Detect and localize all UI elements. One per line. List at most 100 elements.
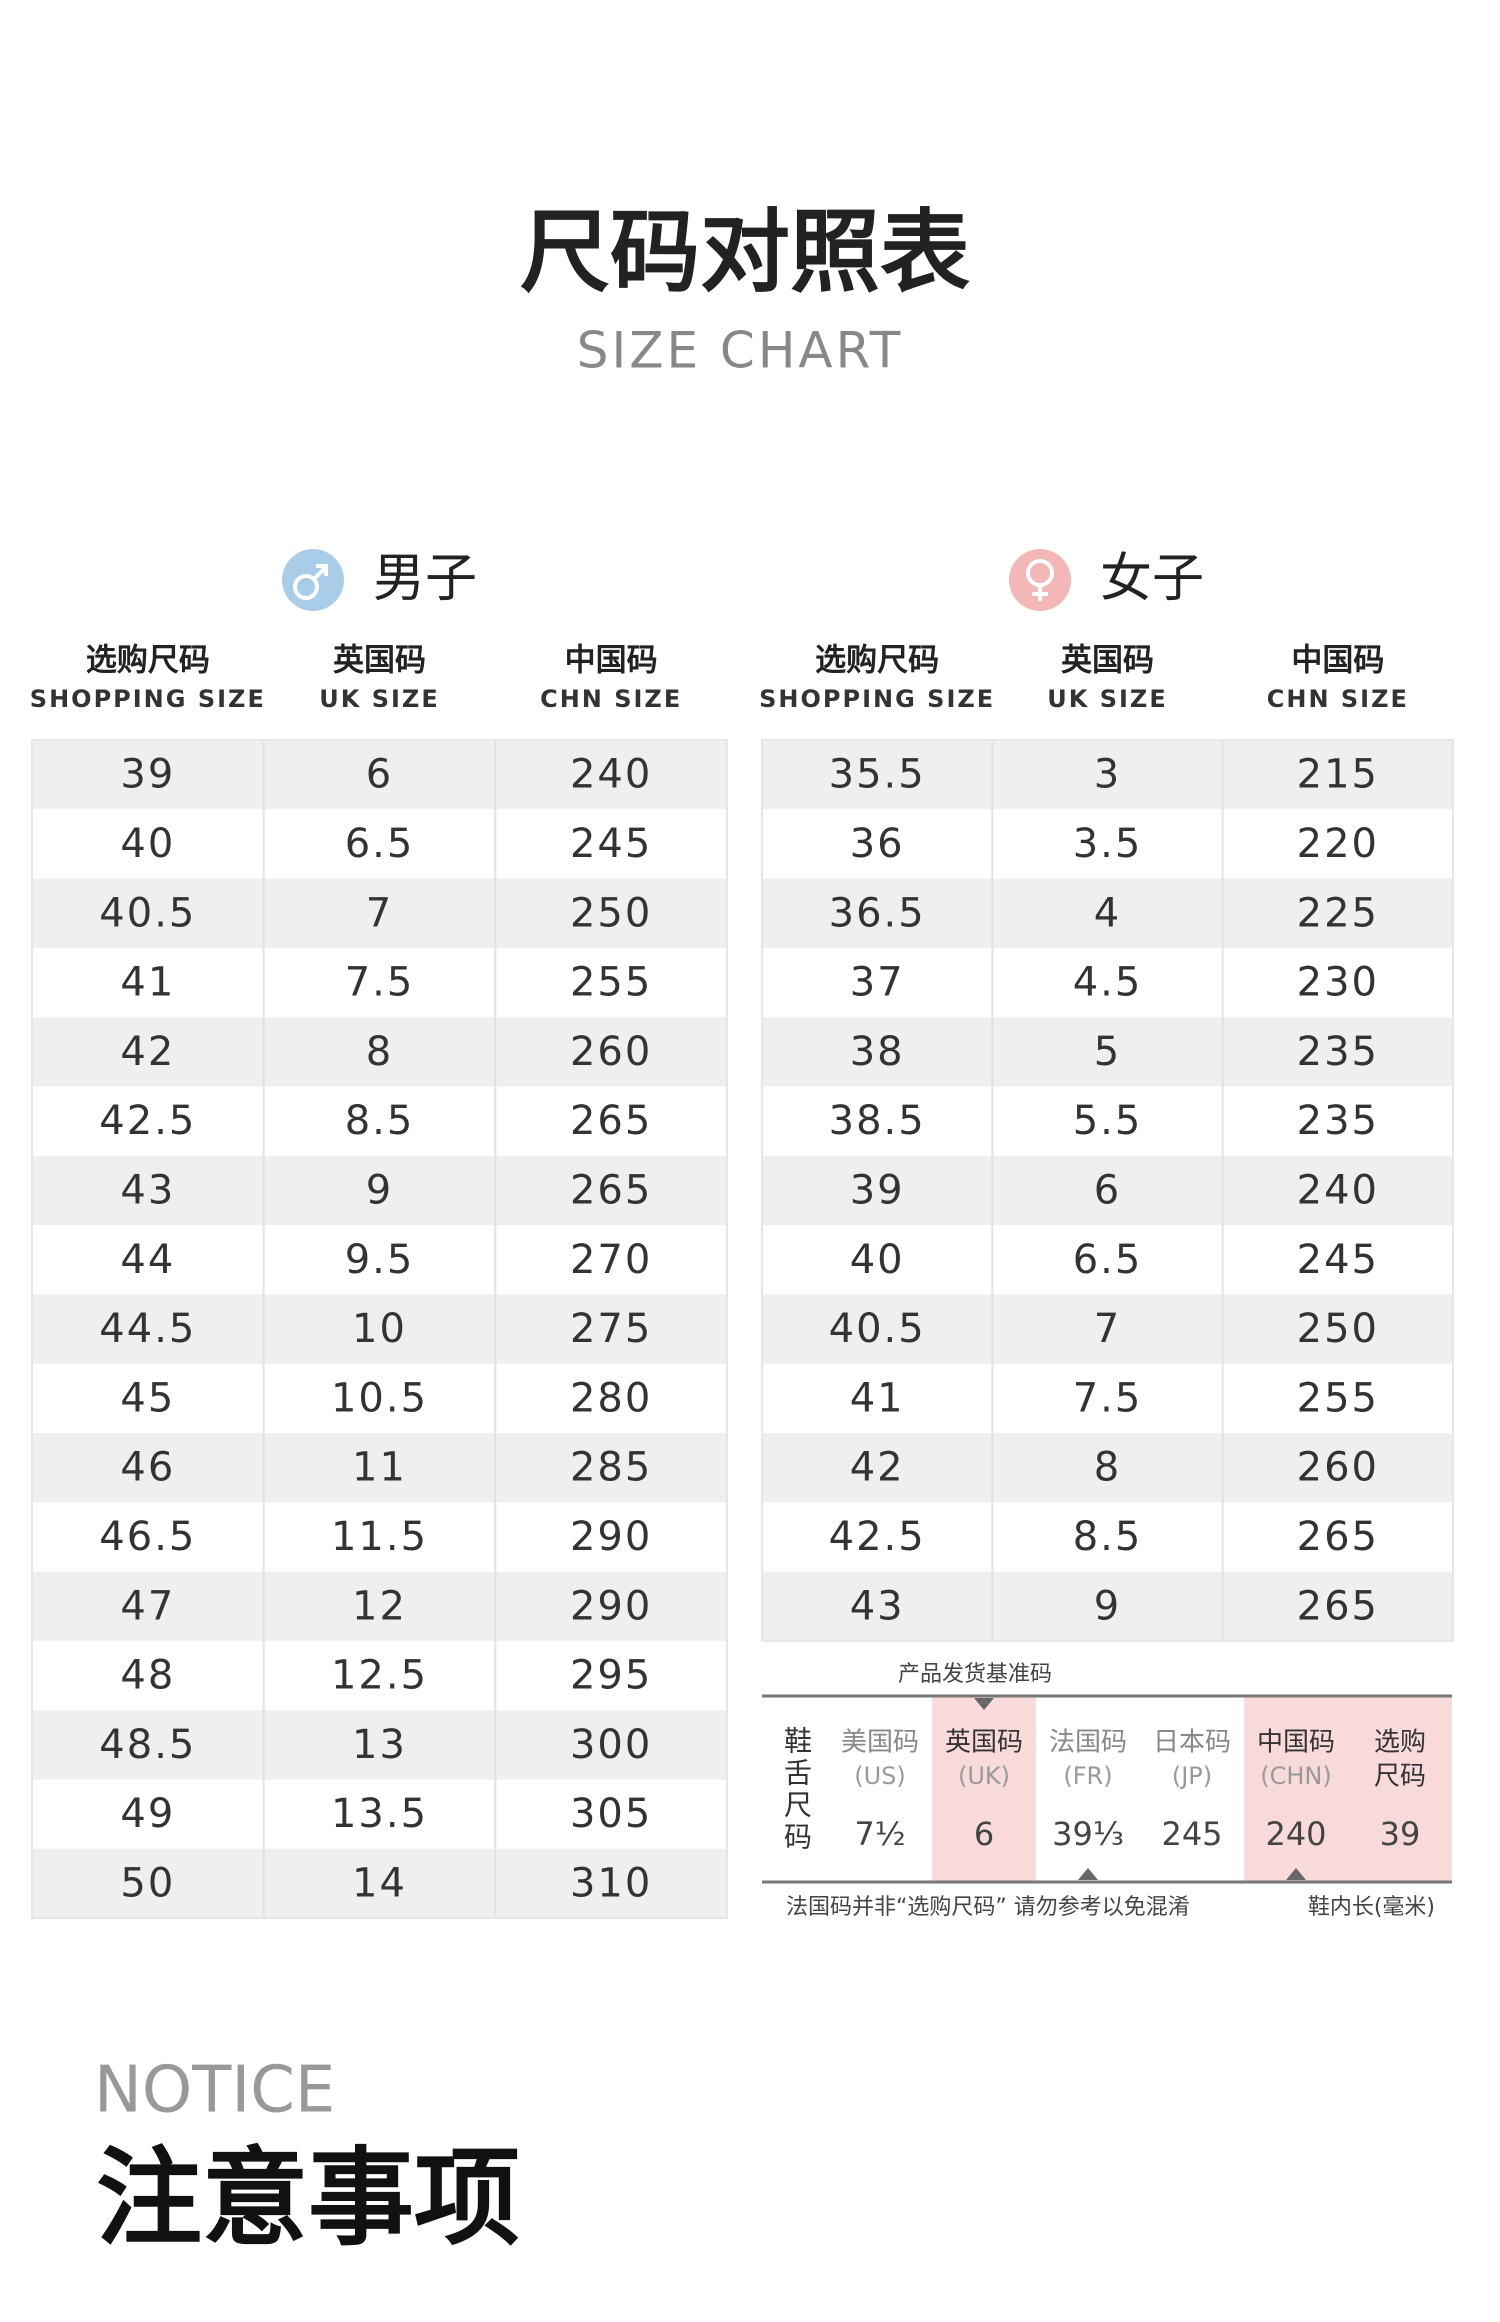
table-row bbox=[32, 1848, 727, 1919]
table-cell: 235 bbox=[1297, 1029, 1379, 1075]
table-cell: 235 bbox=[1297, 1098, 1379, 1144]
table-cell: 6.5 bbox=[1073, 1237, 1143, 1283]
table-cell: 220 bbox=[1297, 821, 1379, 867]
column-header-cn: 中国码 bbox=[565, 643, 658, 679]
table-cell: 8 bbox=[1094, 1445, 1121, 1491]
table-cell: 240 bbox=[570, 752, 652, 798]
ref-header-cn: 中国码 bbox=[1257, 1728, 1335, 1758]
table-cell: 250 bbox=[1297, 1306, 1379, 1352]
women-label: 女子 bbox=[1100, 549, 1204, 609]
table-row bbox=[32, 878, 727, 948]
column-header-en: CHN SIZE bbox=[1267, 685, 1409, 713]
table-row bbox=[762, 1502, 1453, 1572]
table-cell: 7.5 bbox=[345, 960, 415, 1006]
table-row bbox=[762, 1225, 1453, 1295]
table-row bbox=[762, 1155, 1453, 1226]
table-cell: 38.5 bbox=[829, 1098, 926, 1144]
table-row bbox=[762, 1017, 1453, 1087]
table-row bbox=[32, 1640, 727, 1711]
table-cell: 240 bbox=[1297, 1167, 1379, 1213]
table-cell: 36.5 bbox=[829, 890, 926, 936]
table-cell: 225 bbox=[1297, 890, 1379, 936]
table-cell: 6.5 bbox=[345, 821, 415, 867]
table-cell: 41 bbox=[850, 1375, 905, 1421]
table-cell: 280 bbox=[570, 1375, 652, 1421]
table-row bbox=[762, 947, 1453, 1018]
table-cell: 3.5 bbox=[1073, 821, 1143, 867]
table-cell: 255 bbox=[570, 960, 652, 1006]
table-cell: 310 bbox=[570, 1860, 652, 1906]
ref-header-en: (JP) bbox=[1172, 1762, 1212, 1790]
table-row bbox=[32, 1017, 727, 1087]
table-cell: 245 bbox=[1297, 1237, 1379, 1283]
table-cell: 44.5 bbox=[99, 1306, 196, 1352]
men-label: 男子 bbox=[373, 549, 477, 609]
table-cell: 36 bbox=[850, 821, 905, 867]
table-cell: 11 bbox=[352, 1445, 407, 1491]
table-cell: 50 bbox=[120, 1860, 175, 1906]
table-cell: 44 bbox=[120, 1237, 175, 1283]
ref-header-cn: 选购 bbox=[1374, 1728, 1426, 1758]
table-cell: 295 bbox=[570, 1653, 652, 1699]
table-cell: 42.5 bbox=[829, 1514, 926, 1560]
column-header-en: UK SIZE bbox=[1047, 685, 1167, 713]
table-row bbox=[32, 740, 727, 810]
table-cell: 265 bbox=[570, 1098, 652, 1144]
table-cell: 9 bbox=[366, 1167, 393, 1213]
table-cell: 215 bbox=[1297, 752, 1379, 798]
female-icon bbox=[1009, 549, 1071, 611]
subtitle: SIZE CHART bbox=[577, 322, 904, 380]
ref-value: 245 bbox=[1161, 1815, 1222, 1853]
table-cell: 5 bbox=[1094, 1029, 1121, 1075]
ref-header-cn: 日本码 bbox=[1153, 1728, 1231, 1758]
table-cell: 245 bbox=[570, 821, 652, 867]
table-cell: 285 bbox=[570, 1445, 652, 1491]
table-border bbox=[761, 739, 1454, 1642]
column-header-en: SHOPPING SIZE bbox=[759, 685, 995, 713]
table-cell: 40.5 bbox=[829, 1306, 926, 1352]
ref-value: 6 bbox=[974, 1815, 994, 1853]
table-cell: 13 bbox=[352, 1722, 407, 1768]
ref-value: 39⅓ bbox=[1052, 1815, 1124, 1853]
table-cell: 42.5 bbox=[99, 1098, 196, 1144]
table-cell: 4.5 bbox=[1073, 960, 1143, 1006]
table-cell: 40.5 bbox=[99, 890, 196, 936]
table-row bbox=[762, 809, 1453, 879]
table-cell: 8 bbox=[366, 1029, 393, 1075]
table-cell: 3 bbox=[1094, 752, 1121, 798]
table-cell: 14 bbox=[352, 1860, 407, 1906]
ref-header-cn: 英国码 bbox=[945, 1728, 1023, 1758]
table-cell: 265 bbox=[570, 1167, 652, 1213]
table-row bbox=[762, 878, 1453, 948]
ref-header-cn: 美国码 bbox=[841, 1728, 919, 1758]
column-header-cn: 英国码 bbox=[1061, 643, 1154, 679]
reference-caption: 产品发货基准码 bbox=[898, 1662, 1052, 1687]
ref-value: 240 bbox=[1265, 1815, 1326, 1853]
table-row bbox=[762, 1571, 1453, 1641]
table-row bbox=[32, 1294, 727, 1364]
table-cell: 10.5 bbox=[331, 1375, 428, 1421]
table-cell: 37 bbox=[850, 960, 905, 1006]
table-row bbox=[32, 1225, 727, 1295]
notice-cn: 注意事项 bbox=[96, 2137, 520, 2260]
table-cell: 42 bbox=[120, 1029, 175, 1075]
table-cell: 265 bbox=[1297, 1514, 1379, 1560]
pointer-up bbox=[1286, 1868, 1306, 1880]
table-cell: 6 bbox=[1094, 1167, 1121, 1213]
column-header-en: SHOPPING SIZE bbox=[30, 685, 266, 713]
table-cell: 275 bbox=[570, 1306, 652, 1352]
table-row bbox=[32, 1363, 727, 1433]
table-cell: 46 bbox=[120, 1445, 175, 1491]
table-row bbox=[32, 1779, 727, 1849]
ref-header-en: (US) bbox=[854, 1762, 906, 1790]
table-cell: 41 bbox=[120, 960, 175, 1006]
table-cell: 49 bbox=[120, 1791, 175, 1837]
table-cell: 12.5 bbox=[331, 1653, 428, 1699]
table-cell: 9 bbox=[1094, 1583, 1121, 1629]
table-cell: 42 bbox=[850, 1445, 905, 1491]
highlight-column bbox=[1348, 1696, 1452, 1882]
table-cell: 13.5 bbox=[331, 1791, 428, 1837]
table-cell: 250 bbox=[570, 890, 652, 936]
table-cell: 40 bbox=[120, 821, 175, 867]
table-cell: 260 bbox=[1297, 1445, 1379, 1491]
